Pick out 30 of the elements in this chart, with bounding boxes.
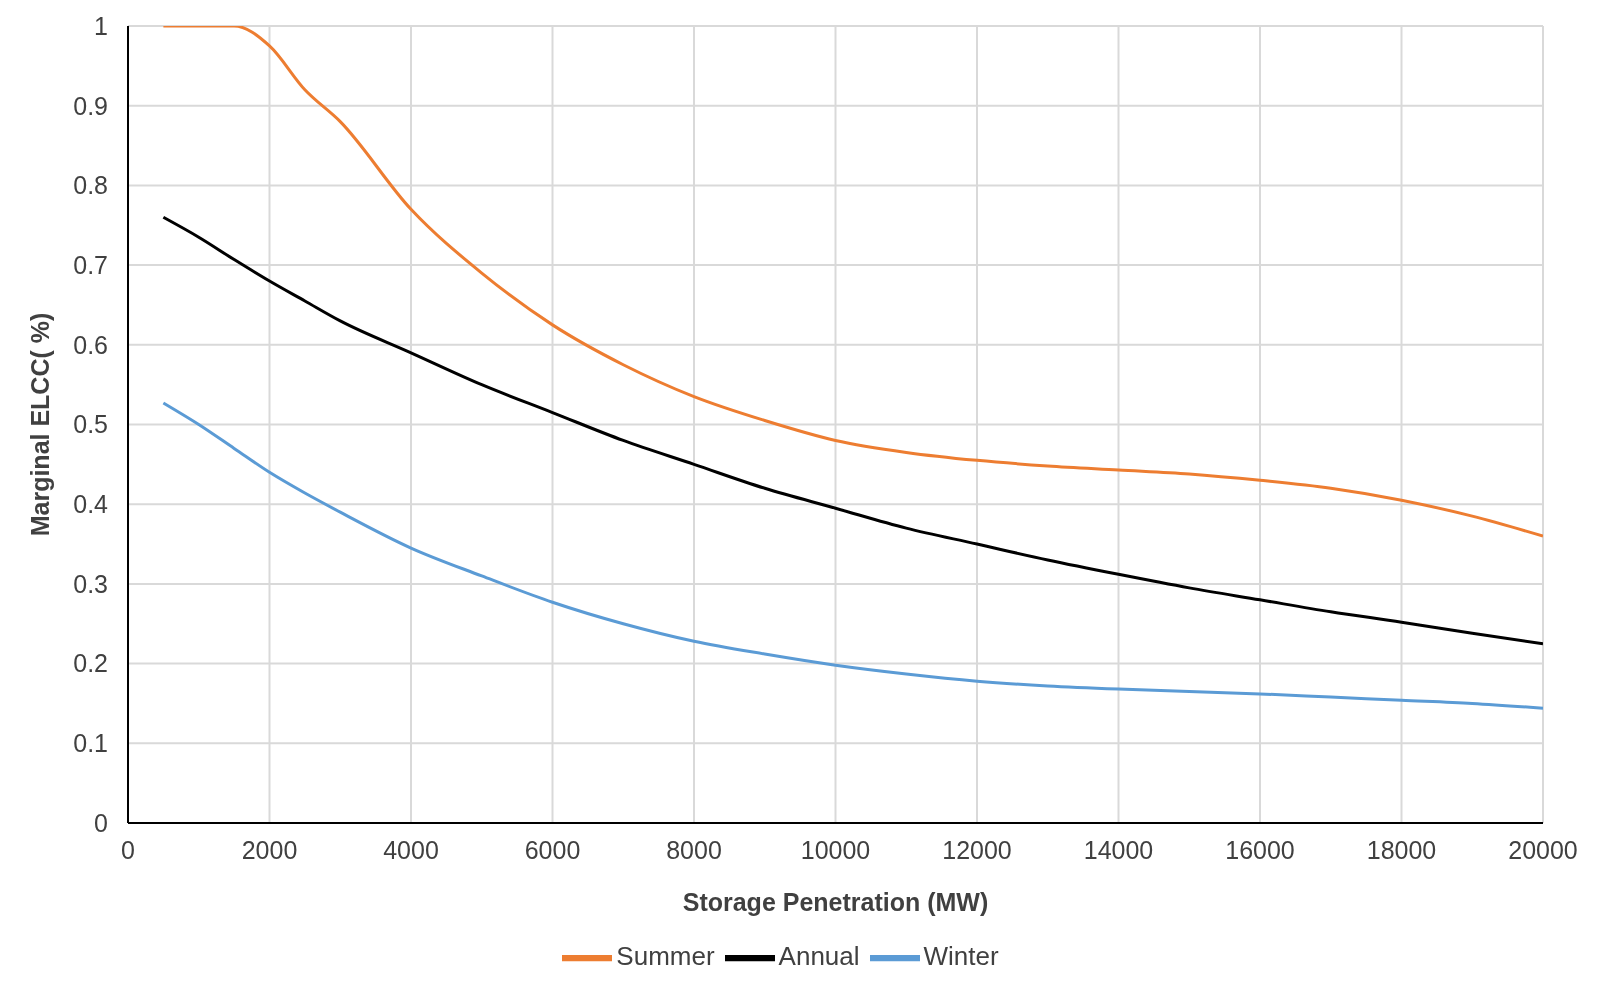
y-tick-label: 0.3: [73, 569, 108, 598]
x-tick-label: 0: [121, 835, 135, 864]
y-tick-label: 1: [94, 11, 108, 40]
line-series: [161, 215, 1543, 646]
x-tick-label: 18000: [1366, 835, 1437, 864]
y-axis-title: Marginal ELCC( %): [25, 312, 54, 537]
x-axis-title: Storage Penetration (MW): [682, 888, 989, 916]
y-tick-label: 0.6: [73, 330, 108, 359]
legend-label: Winter: [923, 940, 999, 971]
y-tick-label: 0.7: [73, 250, 108, 279]
x-tick-label: 8000: [666, 835, 722, 864]
x-tick-label: 10000: [800, 835, 871, 864]
y-tick-label: 0.2: [73, 649, 108, 678]
y-tick-label: 0.1: [73, 729, 108, 758]
x-tick-label: 20000: [1508, 835, 1578, 864]
y-tick-label: 0.8: [73, 171, 108, 200]
y-tick-label: 0.5: [73, 410, 108, 439]
x-tick-label: 2000: [241, 835, 298, 864]
y-tick-label: 0.4: [73, 490, 109, 519]
x-tick-label: 14000: [1083, 835, 1154, 864]
x-tick-label: 4000: [383, 835, 439, 864]
y-tick-label: 0: [94, 808, 108, 837]
line-series: [161, 401, 1543, 710]
y-tick-label: 0.9: [73, 91, 108, 120]
legend-label: Annual: [778, 940, 860, 971]
x-tick-label: 6000: [524, 835, 581, 864]
line-series: [161, 26, 1543, 538]
x-tick-label: 16000: [1225, 835, 1295, 864]
legend-label: Summer: [616, 940, 715, 971]
x-tick-label: 12000: [942, 835, 1012, 864]
